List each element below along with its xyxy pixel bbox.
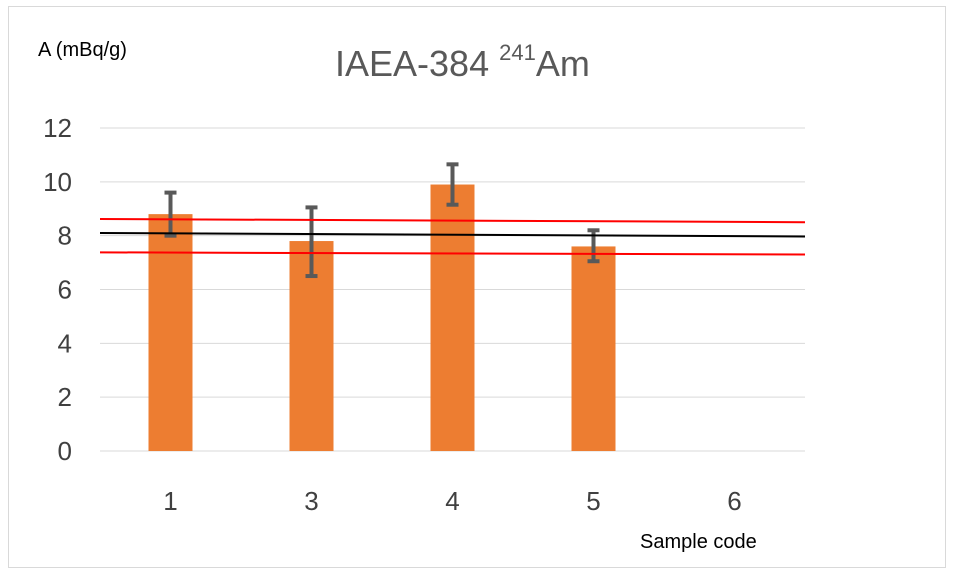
- y-tick-label: 6: [58, 275, 72, 305]
- y-axis-label: A (mBq/g): [38, 39, 127, 61]
- reference-line-upper: [99, 217, 806, 224]
- y-tick-label: 2: [58, 382, 72, 412]
- reference-line-mean: [99, 231, 806, 238]
- y-tick-label: 12: [43, 113, 72, 143]
- y-tick-labels: 0 2 4 6 8 10 12: [43, 113, 72, 466]
- x-tick-label: 5: [586, 486, 600, 516]
- chart-title-element: Am: [536, 43, 590, 84]
- y-tick-label: 10: [43, 167, 72, 197]
- bar: [571, 246, 616, 451]
- reference-lines: [99, 217, 806, 256]
- bar: [148, 214, 193, 451]
- bars: [148, 184, 616, 451]
- chart-title: IAEA-384 241Am: [335, 40, 590, 84]
- x-axis-label: Sample code: [640, 531, 757, 553]
- error-bars: [164, 162, 600, 279]
- y-tick-label: 4: [58, 328, 72, 358]
- chart-title-mass-number: 241: [499, 40, 536, 65]
- x-tick-label: 1: [163, 486, 177, 516]
- x-tick-label: 6: [727, 486, 741, 516]
- bar: [430, 184, 475, 451]
- y-tick-label: 8: [58, 221, 72, 251]
- x-tick-label: 4: [445, 486, 459, 516]
- x-tick-label: 3: [304, 486, 318, 516]
- y-tick-label: 0: [58, 436, 72, 466]
- x-tick-labels: 1 3 4 5 6: [163, 486, 741, 516]
- reference-line-lower: [99, 251, 806, 256]
- chart-title-text: IAEA-384: [335, 43, 489, 84]
